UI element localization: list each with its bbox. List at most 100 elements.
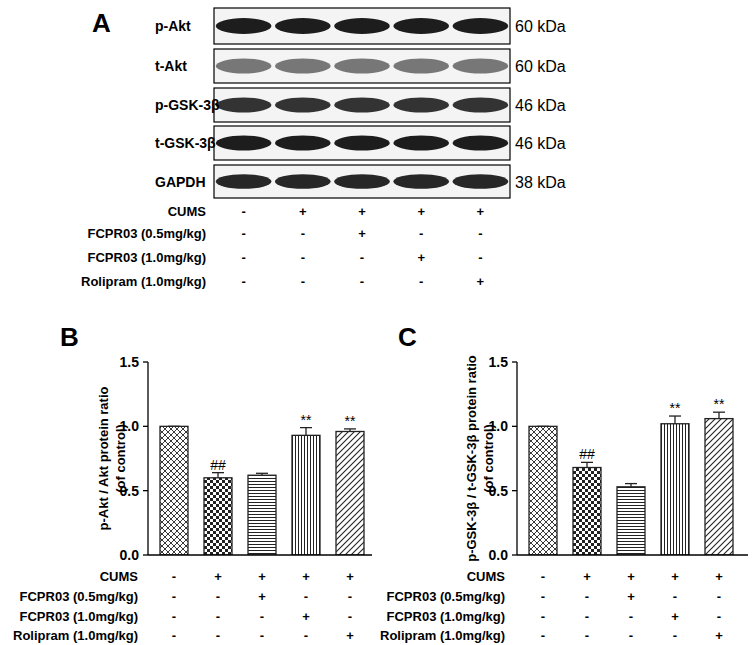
size-label: 46 kDa	[515, 135, 566, 152]
treatment-mark: +	[627, 569, 635, 584]
treatment-mark: -	[241, 226, 245, 241]
bar	[573, 468, 601, 555]
x-axis	[517, 554, 748, 555]
treatment-mark: +	[671, 609, 679, 624]
row-label: t-GSK-3β	[155, 135, 216, 151]
bar	[617, 487, 645, 555]
bar	[292, 435, 320, 555]
blot-band	[275, 59, 331, 74]
panel-letter: A	[92, 8, 111, 38]
tick-label: 1.0	[120, 418, 140, 434]
tick	[143, 426, 148, 427]
tick	[512, 361, 517, 362]
treatment-mark: -	[360, 250, 364, 265]
treatment-mark: -	[541, 628, 545, 643]
error-bar	[669, 416, 681, 424]
tick-label: 1.5	[489, 354, 509, 370]
axis-label: p-Akt / Akt protein ratio	[96, 386, 111, 530]
treatment-mark: -	[585, 628, 589, 643]
treatment-mark: +	[358, 226, 366, 241]
treatment-label: FCPR03 (0.5mg/kg)	[387, 589, 505, 604]
error-bar	[537, 426, 549, 427]
tick-label: 1.5	[120, 354, 140, 370]
treatment-mark: +	[417, 204, 425, 219]
tick	[143, 554, 148, 555]
treatment-mark: -	[301, 250, 305, 265]
treatment-label: Rolipram (1.0mg/kg)	[81, 274, 206, 289]
bar	[705, 419, 733, 555]
error-bar	[625, 484, 637, 487]
treatment-mark: +	[346, 569, 354, 584]
tick	[512, 490, 517, 491]
treatment-mark: -	[304, 589, 308, 604]
blot-band	[393, 18, 449, 34]
treatment-mark: -	[301, 274, 305, 289]
treatment-mark: -	[478, 226, 482, 241]
blot-band	[393, 136, 449, 151]
treatment-mark: +	[477, 204, 485, 219]
blot-band	[216, 174, 272, 189]
row-label: GAPDH	[155, 174, 206, 190]
tick-label: 0.0	[120, 547, 140, 563]
bar	[661, 424, 689, 555]
tick-label: 0.5	[489, 483, 509, 499]
x-axis	[148, 554, 372, 555]
bar	[529, 426, 557, 555]
blot-band	[393, 98, 449, 113]
treatment-mark: -	[585, 609, 589, 624]
tick-label: 1.0	[489, 418, 509, 434]
treatment-mark: +	[302, 569, 310, 584]
treatment-mark: -	[419, 274, 423, 289]
tick	[143, 361, 148, 362]
blot-row	[214, 165, 510, 198]
significance: **	[714, 396, 725, 412]
treatment-mark: +	[715, 569, 723, 584]
blot-row	[214, 49, 510, 83]
treatment-mark: -	[241, 274, 245, 289]
blot-band	[393, 174, 449, 189]
treatment-mark: -	[360, 274, 364, 289]
error-bar	[581, 462, 593, 467]
error-bar	[344, 429, 356, 432]
blot-frame	[214, 165, 510, 198]
treatment-mark: -	[241, 250, 245, 265]
treatment-mark: -	[585, 589, 589, 604]
significance: **	[301, 412, 312, 428]
treatment-mark: -	[629, 609, 633, 624]
treatment-mark: -	[673, 628, 677, 643]
blot-frame	[214, 49, 510, 83]
bar	[160, 426, 188, 555]
treatment-mark: -	[629, 628, 633, 643]
y-axis	[147, 362, 148, 555]
blot-row	[214, 88, 510, 122]
error-bar	[212, 473, 224, 478]
treatment-mark: +	[358, 204, 366, 219]
treatment-mark: +	[715, 628, 723, 643]
significance: **	[345, 413, 356, 429]
treatment-mark: -	[172, 589, 176, 604]
blot-band	[275, 136, 331, 151]
y-axis	[516, 362, 517, 555]
significance: **	[670, 400, 681, 416]
tick	[512, 426, 517, 427]
treatment-mark: -	[478, 250, 482, 265]
treatment-label: FCPR03 (1.0mg/kg)	[387, 609, 505, 624]
treatment-mark: -	[673, 589, 677, 604]
treatment-label: FCPR03 (0.5mg/kg)	[88, 226, 206, 241]
blot-band	[453, 174, 509, 189]
treatment-mark: -	[304, 628, 308, 643]
blot-band	[334, 136, 390, 151]
treatment-label: Rolipram (1.0mg/kg)	[380, 628, 505, 643]
blot-band	[275, 18, 331, 34]
blot-band	[216, 18, 272, 34]
blot-band	[216, 59, 272, 74]
treatment-mark: -	[172, 628, 176, 643]
treatment-mark: +	[671, 569, 679, 584]
significance: ##	[579, 446, 595, 462]
blot-band	[334, 174, 390, 189]
treatment-label: CUMS	[100, 569, 139, 584]
blot-band	[275, 98, 331, 113]
row-label: t-Akt	[155, 58, 187, 74]
treatment-mark: +	[417, 250, 425, 265]
size-label: 60 kDa	[515, 58, 566, 75]
